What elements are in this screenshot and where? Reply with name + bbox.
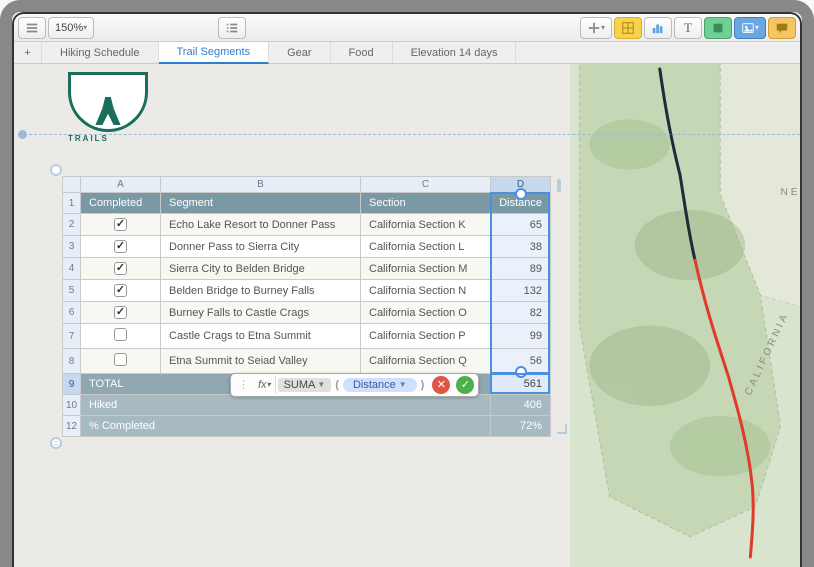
cell-segment[interactable]: Castle Crags to Etna Summit <box>161 324 361 349</box>
cell-section[interactable]: California Section N <box>361 280 491 302</box>
header-section: Section <box>361 193 491 214</box>
cell-section[interactable]: California Section O <box>361 302 491 324</box>
add-column-handle[interactable] <box>557 179 561 192</box>
tab-elevation[interactable]: Elevation 14 days <box>393 42 517 63</box>
view-menu-button[interactable] <box>18 17 46 39</box>
cell-section[interactable]: California Section L <box>361 236 491 258</box>
cell-completed[interactable] <box>81 258 161 280</box>
map-label-nevada: NEVAD <box>781 187 802 198</box>
table-corner-handle[interactable] <box>50 164 62 176</box>
fx-button[interactable]: fx ▾ <box>254 376 276 394</box>
text-button[interactable]: T <box>674 17 702 39</box>
row-header-5[interactable]: 5 <box>63 280 81 302</box>
header-distance: Distance <box>491 193 551 214</box>
checkbox[interactable] <box>114 240 127 253</box>
cell-completed[interactable] <box>81 214 161 236</box>
cell-segment[interactable]: Etna Summit to Seiad Valley <box>161 349 361 374</box>
sheet-tabs: + Hiking Schedule Trail Segments Gear Fo… <box>14 42 800 64</box>
checkbox[interactable] <box>114 262 127 275</box>
table-button[interactable] <box>614 17 642 39</box>
trails-logo: TRAILS <box>68 72 158 132</box>
row-header-1[interactable]: 1 <box>63 193 81 214</box>
tab-hiking-schedule[interactable]: Hiking Schedule <box>42 42 159 63</box>
cell-completed[interactable] <box>81 349 161 374</box>
cell-distance[interactable]: 56 <box>491 349 551 374</box>
row-header-4[interactable]: 4 <box>63 258 81 280</box>
shape-button[interactable] <box>704 17 732 39</box>
row-header-10[interactable]: 10 <box>63 395 81 416</box>
col-header-A[interactable]: A <box>81 177 161 193</box>
tab-trail-segments[interactable]: Trail Segments <box>159 42 270 64</box>
cell-segment[interactable]: Echo Lake Resort to Donner Pass <box>161 214 361 236</box>
cell-distance[interactable]: 99 <box>491 324 551 349</box>
row-header-2[interactable]: 2 <box>63 214 81 236</box>
function-token[interactable]: SUMA ▼ <box>278 378 332 392</box>
col-header-C[interactable]: C <box>361 177 491 193</box>
insert-menu-button[interactable]: ▾ <box>580 17 612 39</box>
row-header-7[interactable]: 7 <box>63 324 81 349</box>
pct-value[interactable]: 72% <box>491 416 551 437</box>
zoom-select[interactable]: 150% ▾ <box>48 17 94 39</box>
cell-segment[interactable]: Sierra City to Belden Bridge <box>161 258 361 280</box>
cell-distance[interactable]: 38 <box>491 236 551 258</box>
cell-completed[interactable] <box>81 302 161 324</box>
cell-completed[interactable] <box>81 236 161 258</box>
resize-table-handle[interactable] <box>557 424 567 434</box>
cell-segment[interactable]: Belden Bridge to Burney Falls <box>161 280 361 302</box>
canvas: CALIFORNIA NEVAD TRAILS ABCD1CompletedSe… <box>14 64 800 567</box>
cell-segment[interactable]: Burney Falls to Castle Crags <box>161 302 361 324</box>
col-header-B[interactable]: B <box>161 177 361 193</box>
header-completed: Completed <box>81 193 161 214</box>
hiked-label: Hiked <box>81 395 491 416</box>
list-style-button[interactable] <box>218 17 246 39</box>
accept-formula-button[interactable]: ✓ <box>456 376 474 394</box>
cell-section[interactable]: California Section M <box>361 258 491 280</box>
cell-distance[interactable]: 65 <box>491 214 551 236</box>
comment-button[interactable] <box>768 17 796 39</box>
media-button[interactable]: ▾ <box>734 17 766 39</box>
toolbar: 150% ▾ ▾ T ▾ <box>14 14 800 42</box>
hiked-value[interactable]: 406 <box>491 395 551 416</box>
cell-distance[interactable]: 82 <box>491 302 551 324</box>
total-value[interactable]: 561 <box>491 374 551 395</box>
checkbox[interactable] <box>114 306 127 319</box>
checkbox[interactable] <box>114 284 127 297</box>
header-segment: Segment <box>161 193 361 214</box>
cell-distance[interactable]: 132 <box>491 280 551 302</box>
cell-completed[interactable] <box>81 324 161 349</box>
row-header-12[interactable]: 12 <box>63 416 81 437</box>
cancel-formula-button[interactable]: ✕ <box>432 376 450 394</box>
cell-section[interactable]: California Section K <box>361 214 491 236</box>
cell-segment[interactable]: Donner Pass to Sierra City <box>161 236 361 258</box>
reference-token[interactable]: Distance ▼ <box>343 378 417 392</box>
checkbox[interactable] <box>114 328 127 341</box>
cell-completed[interactable] <box>81 280 161 302</box>
formula-editor[interactable]: ⋮fx ▾SUMA ▼(Distance ▼)✕✓ <box>230 373 479 397</box>
cell-section[interactable]: California Section P <box>361 324 491 349</box>
row-header-3[interactable]: 3 <box>63 236 81 258</box>
row-header-6[interactable]: 6 <box>63 302 81 324</box>
row-header-8[interactable]: 8 <box>63 349 81 374</box>
chart-button[interactable] <box>644 17 672 39</box>
spreadsheet[interactable]: ABCD 1CompletedSegmentSectionDistance 2 Ech… <box>62 176 551 437</box>
cell-section[interactable]: California Section Q <box>361 349 491 374</box>
col-header-D[interactable]: D <box>491 177 551 193</box>
checkbox[interactable] <box>114 218 127 231</box>
drag-handle-icon[interactable]: ⋮ <box>235 378 252 391</box>
map-image: CALIFORNIA NEVAD <box>570 64 802 567</box>
checkbox[interactable] <box>114 353 127 366</box>
tab-food[interactable]: Food <box>331 42 393 63</box>
cell-distance[interactable]: 89 <box>491 258 551 280</box>
tab-gear[interactable]: Gear <box>269 42 330 63</box>
add-row-handle[interactable]: = <box>50 437 62 449</box>
pct-label: % Completed <box>81 416 491 437</box>
add-sheet-button[interactable]: + <box>14 42 42 63</box>
row-header-9[interactable]: 9 <box>63 374 81 395</box>
